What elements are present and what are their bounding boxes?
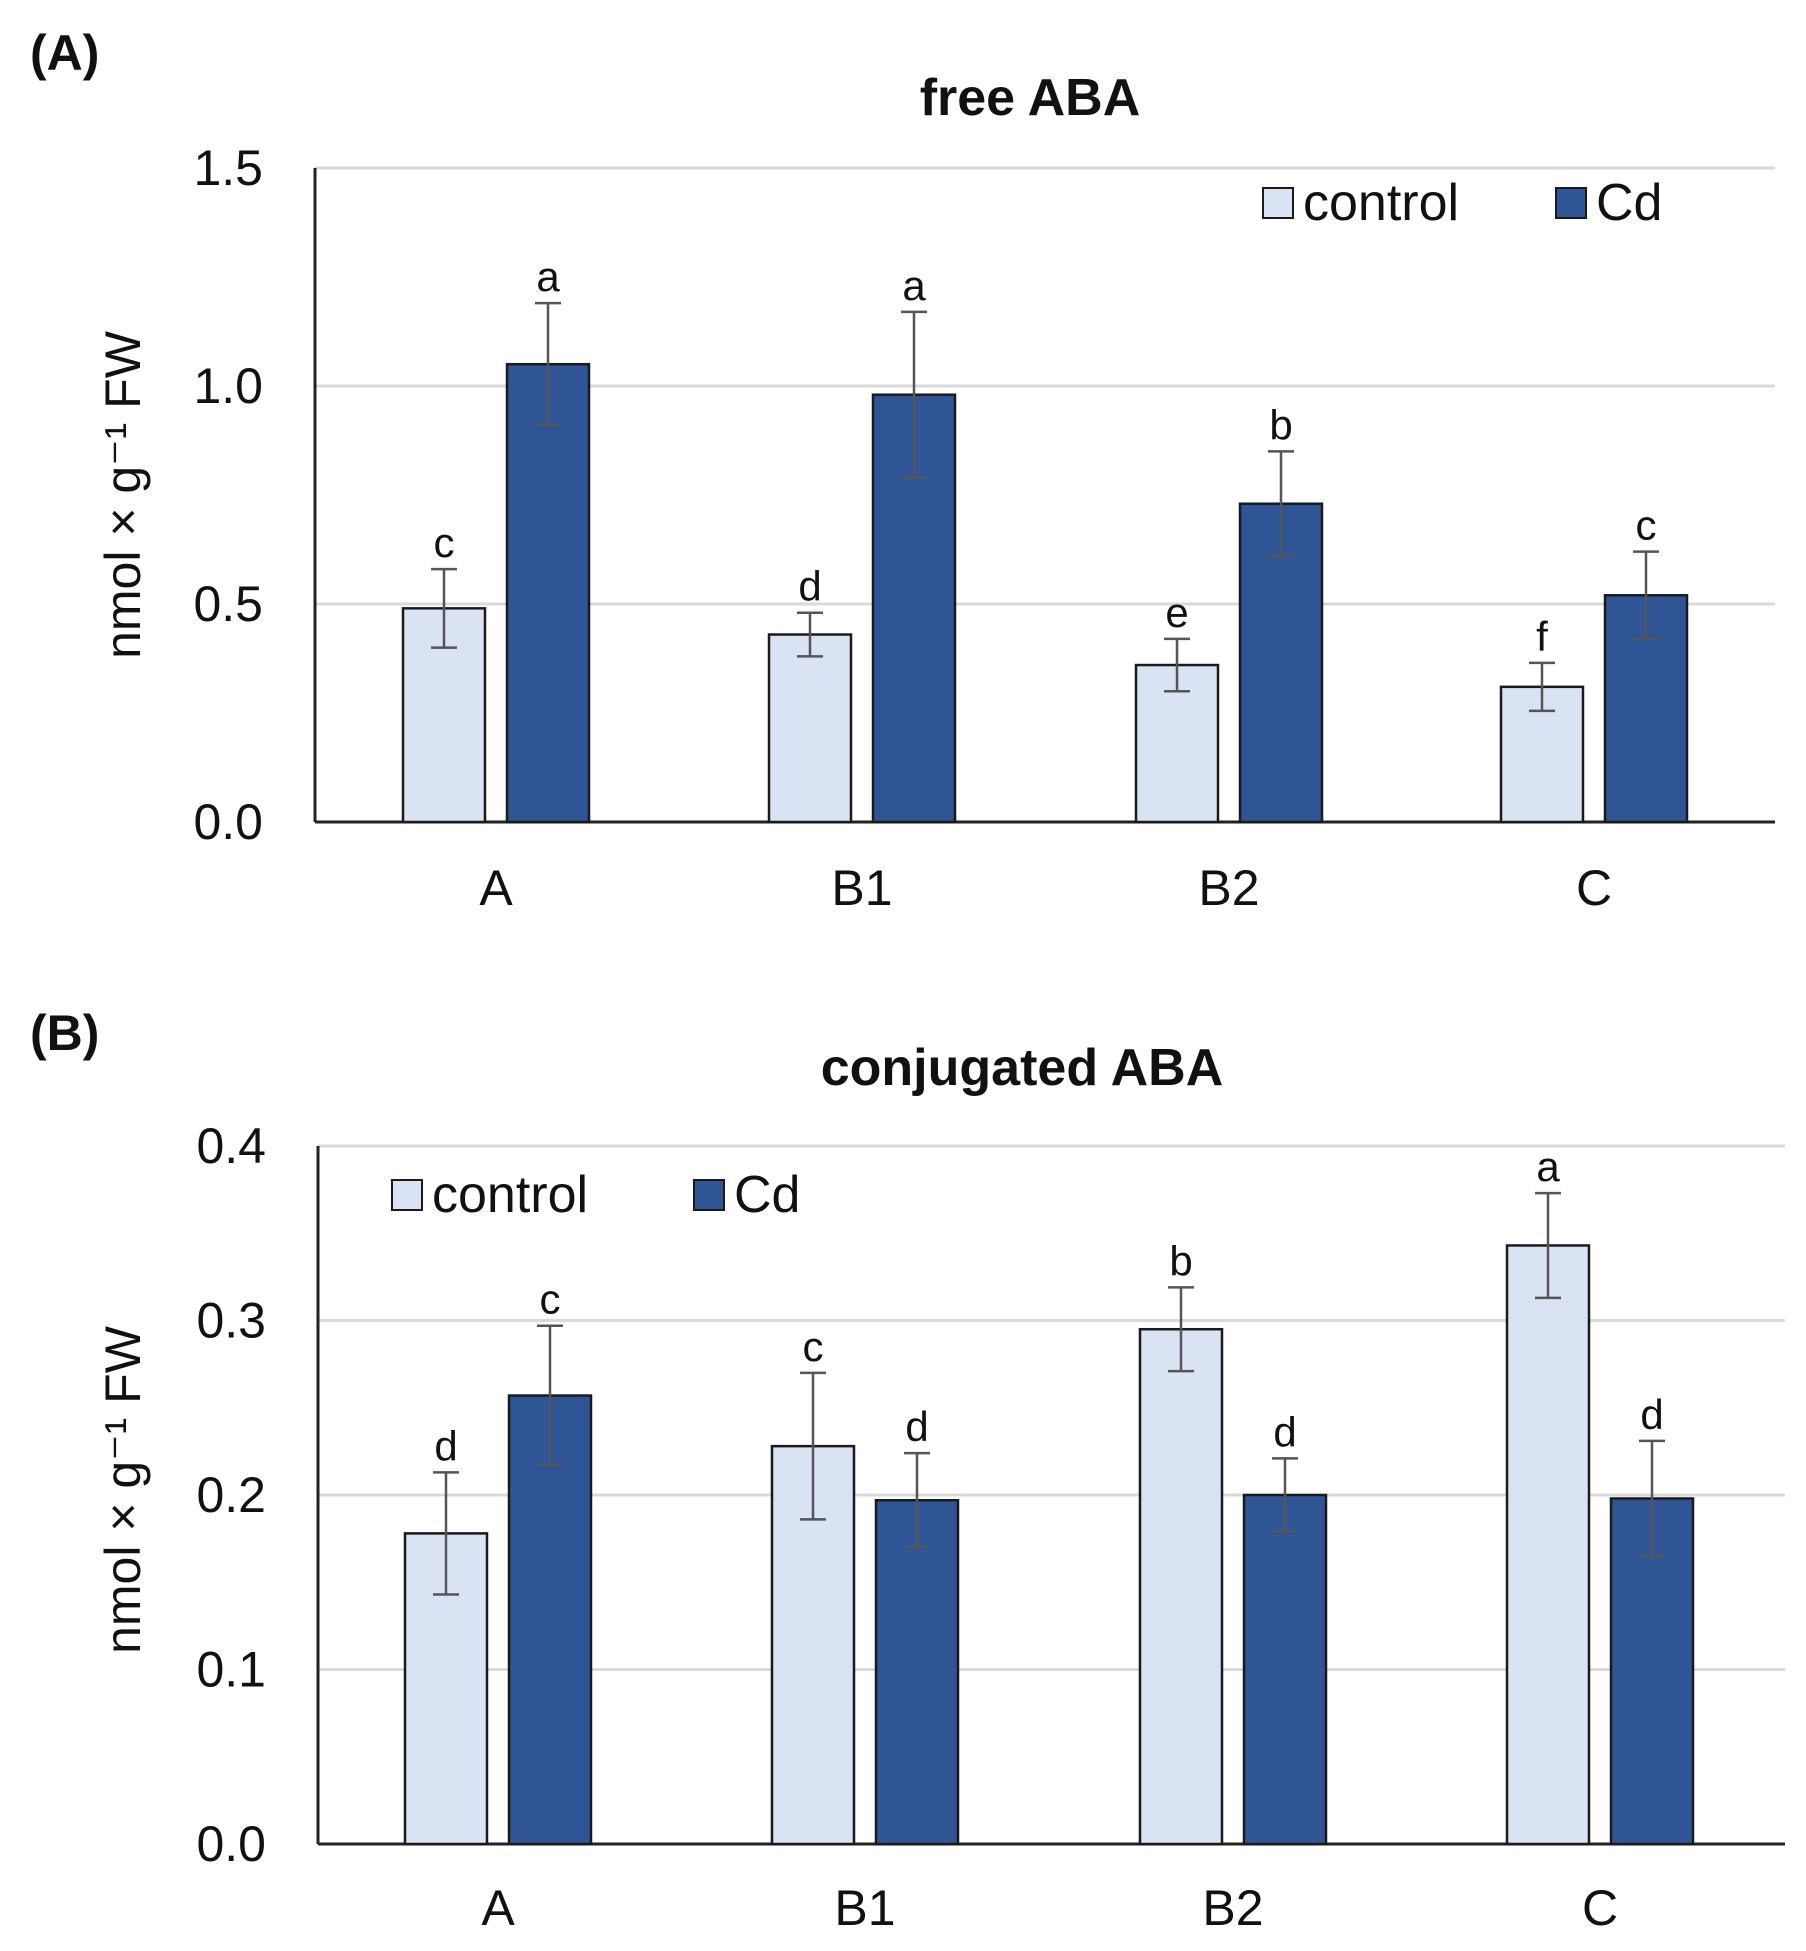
legend: control Cd: [391, 1166, 800, 1224]
y-tick-label: 1.5: [193, 140, 263, 196]
legend-label-cd: Cd: [1596, 174, 1662, 232]
legend-label-control: control: [432, 1166, 588, 1224]
bar-cd-a: [507, 1394, 593, 1846]
significance-label: b: [1269, 401, 1292, 448]
significance-label: a: [1536, 1143, 1560, 1190]
significance-label: c: [434, 519, 455, 566]
bar-cd-a: [505, 362, 591, 824]
bar-cd-b1: [874, 1498, 960, 1846]
significance-label: d: [798, 563, 821, 610]
y-tick-label: 0.0: [196, 1816, 266, 1872]
chart-panel-a: (A) free ABA 0.0 0.5 1.0 1.5 nmol × g⁻¹ FW c a Ad…: [30, 25, 1775, 916]
y-axis-title: nmol × g⁻¹ FW: [95, 330, 151, 659]
significance-label: c: [803, 1323, 824, 1370]
x-category-label: C: [1576, 860, 1612, 916]
bar-control-b2: [1138, 1327, 1224, 1846]
bar-control-c: [1505, 1244, 1591, 1846]
significance-label: f: [1536, 613, 1548, 660]
y-tick-label: 0.2: [196, 1467, 266, 1523]
panel-label: (A): [30, 25, 99, 81]
significance-label: e: [1165, 589, 1188, 636]
significance-label: a: [902, 262, 926, 309]
x-category-label: A: [479, 860, 513, 916]
legend-label-control: control: [1303, 174, 1459, 232]
x-category-label: A: [481, 1880, 515, 1936]
chart-panel-b: (B) conjugated ABA 0.0 0.1 0.2 0.3 0.4 nmol × g…: [30, 1005, 1785, 1936]
y-tick-label: 0.5: [193, 576, 263, 632]
significance-label: d: [434, 1422, 457, 1469]
panel-label: (B): [30, 1005, 99, 1061]
significance-label: d: [1273, 1408, 1296, 1455]
y-tick-label: 0.4: [196, 1118, 266, 1174]
chart-title: free ABA: [920, 69, 1141, 127]
y-tick-label: 1.0: [193, 358, 263, 414]
legend-swatch-control: [391, 1179, 423, 1211]
y-tick-label: 0.3: [196, 1293, 266, 1349]
bar-control-c: [1499, 685, 1585, 824]
y-tick-label: 0.1: [196, 1642, 266, 1698]
legend-label-cd: Cd: [734, 1166, 800, 1224]
x-category-label: C: [1582, 1880, 1618, 1936]
legend-swatch-cd: [1555, 187, 1587, 219]
y-tick-label: 0.0: [193, 794, 263, 850]
significance-label: b: [1169, 1237, 1192, 1284]
x-category-label: B1: [831, 860, 892, 916]
x-category-label: B1: [834, 1880, 895, 1936]
x-category-label: B2: [1202, 1880, 1263, 1936]
bar-control-b1: [767, 633, 853, 824]
legend-swatch-cd: [693, 1179, 725, 1211]
significance-label: d: [1640, 1391, 1663, 1438]
significance-label: c: [540, 1276, 561, 1323]
significance-label: a: [536, 253, 560, 300]
y-axis-title: nmol × g⁻¹ FW: [95, 1325, 151, 1654]
legend: control Cd: [1262, 174, 1662, 232]
bar-cd-b2: [1238, 502, 1324, 824]
legend-swatch-control: [1262, 187, 1294, 219]
chart-title: conjugated ABA: [821, 1039, 1224, 1097]
significance-label: c: [1636, 502, 1657, 549]
significance-label: d: [905, 1403, 928, 1450]
x-category-label: B2: [1198, 860, 1259, 916]
bar-cd-b2: [1242, 1493, 1328, 1846]
